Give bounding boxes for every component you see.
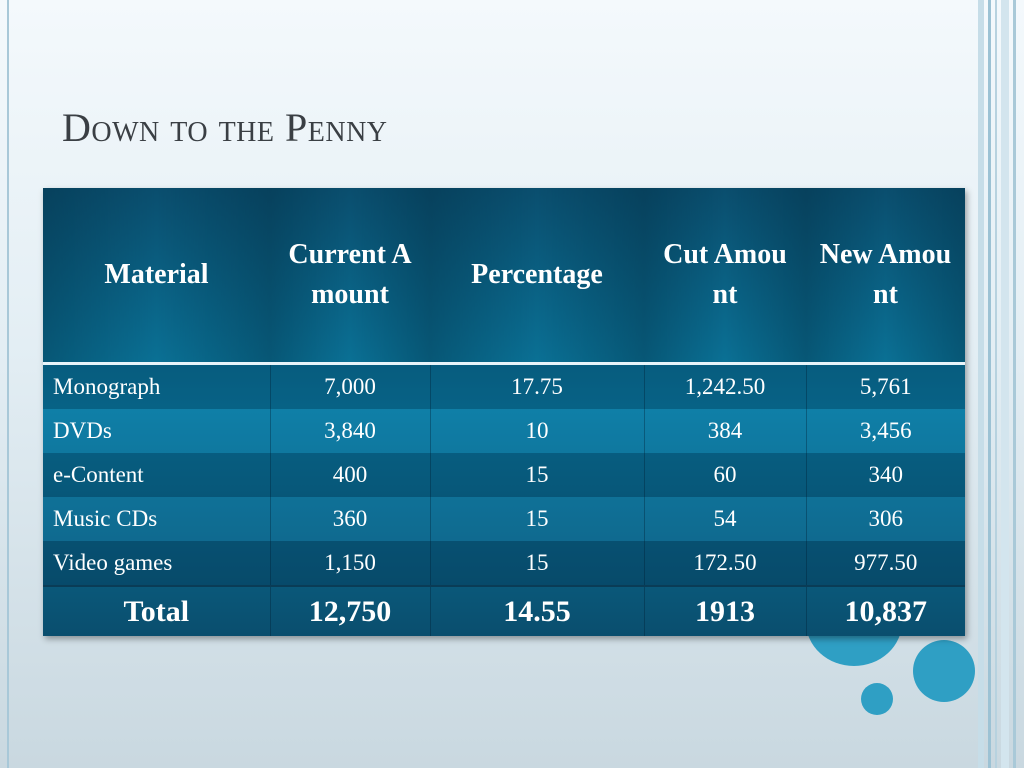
cell-current-amount: 7,000	[270, 363, 431, 409]
table-row: Monograph 7,000 17.75 1,242.50 5,761	[43, 363, 965, 409]
cell-percentage: 15	[430, 497, 645, 541]
header-new-amount: New Amount	[806, 188, 965, 365]
cell-material: Monograph	[43, 363, 271, 409]
cell-material: e-Content	[43, 453, 271, 497]
table-row: Video games 1,150 15 172.50 977.50	[43, 541, 965, 586]
cell-cut-amount: 384	[644, 409, 807, 453]
cell-percentage: 15	[430, 541, 645, 586]
cell-current-amount: 400	[270, 453, 431, 497]
decorative-circle-small	[861, 683, 893, 715]
header-material: Material	[43, 188, 270, 365]
cell-current-amount: 1,150	[270, 541, 431, 586]
slide-title: Down to the Penny	[62, 105, 388, 150]
cell-material: Video games	[43, 541, 271, 586]
cell-cut-amount: 172.50	[644, 541, 807, 586]
table-row: DVDs 3,840 10 384 3,456	[43, 409, 965, 453]
cell-current-amount: 3,840	[270, 409, 431, 453]
total-current-amount: 12,750	[270, 585, 431, 636]
header-current-amount: Current Amount	[270, 188, 430, 365]
cell-percentage: 17.75	[430, 363, 645, 409]
cell-new-amount: 306	[806, 497, 965, 541]
cell-current-amount: 360	[270, 497, 431, 541]
decorative-circle-medium	[913, 640, 975, 702]
header-cut-amount: Cut Amount	[644, 188, 806, 365]
table-row: e-Content 400 15 60 340	[43, 453, 965, 497]
cell-cut-amount: 1,242.50	[644, 363, 807, 409]
cell-percentage: 15	[430, 453, 645, 497]
cell-percentage: 10	[430, 409, 645, 453]
right-decorative-bars	[978, 0, 1024, 768]
cell-material: DVDs	[43, 409, 271, 453]
cell-material: Music CDs	[43, 497, 271, 541]
budget-table-container: Material Current Amount Percentage Cut A…	[43, 188, 965, 636]
cell-new-amount: 340	[806, 453, 965, 497]
budget-table: Material Current Amount Percentage Cut A…	[43, 188, 965, 636]
cell-new-amount: 977.50	[806, 541, 965, 586]
cell-new-amount: 5,761	[806, 363, 965, 409]
header-percentage: Percentage	[430, 188, 644, 365]
table-total-row: Total 12,750 14.55 1913 10,837	[43, 585, 965, 636]
cell-cut-amount: 60	[644, 453, 807, 497]
total-percentage: 14.55	[430, 585, 645, 636]
table-row: Music CDs 360 15 54 306	[43, 497, 965, 541]
total-cut-amount: 1913	[644, 585, 807, 636]
cell-new-amount: 3,456	[806, 409, 965, 453]
total-label: Total	[43, 585, 271, 636]
table-header-row: Material Current Amount Percentage Cut A…	[43, 188, 965, 365]
total-new-amount: 10,837	[806, 585, 965, 636]
cell-cut-amount: 54	[644, 497, 807, 541]
left-border-line	[7, 0, 9, 768]
